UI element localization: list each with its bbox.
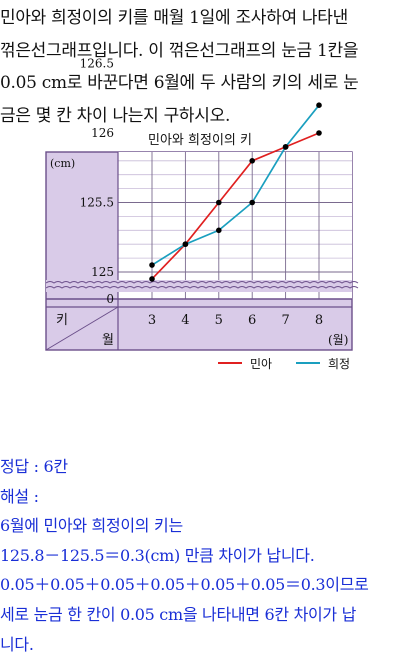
x-tick-label: 3 <box>148 313 156 328</box>
x-tick-label: 5 <box>215 313 223 328</box>
series-line-2 <box>151 104 320 266</box>
data-point-series-2 <box>249 199 255 206</box>
series-line-1 <box>151 132 320 280</box>
answer-line: 정답 : 6칸 <box>0 457 68 476</box>
line-chart: (cm) 126.5 126 125.5 125 0 키월 3 4 5 6 7 8 (월) 민아 희정 <box>45 57 359 371</box>
answer-line: 125.8－125.5＝0.3(cm) 만큼 차이가 납니다. <box>0 545 315 565</box>
y-tick-label: 0 <box>106 292 114 306</box>
question-line: 민아와 희정이의 키를 매월 1일에 조사하여 나타낸 <box>0 8 348 28</box>
y-axis-label: 키 <box>56 313 68 328</box>
legend-label: 민아 <box>250 357 272 371</box>
question-line: 0.05 cm로 바꾼다면 6월에 두 사람의 키의 세로 눈 <box>0 73 359 93</box>
header-diagonal <box>45 306 119 351</box>
x-tick-label: 4 <box>181 313 189 328</box>
zero-region <box>118 292 352 299</box>
answer-line: 0.05＋0.05＋0.05＋0.05＋0.05＋0.05＝0.3이므로 <box>0 575 369 595</box>
question-text: 민아와 희정이의 키를 매월 1일에 조사하여 나타낸 꺾은선그래프입니다. 이… <box>0 2 398 132</box>
data-point-series-2 <box>182 241 189 247</box>
answer-line: 해설 : <box>0 486 39 506</box>
question-line: 금은 몇 칸 차이 나는지 구하시오. <box>0 105 231 126</box>
y-tick-label: 125.5 <box>80 196 114 210</box>
question-line: 꺾은선그래프입니다. 이 꺾은선그래프의 눈금 1칸을 <box>0 40 359 61</box>
y-unit-label: (cm) <box>50 157 75 170</box>
data-point-series-2 <box>149 262 155 268</box>
axis-break-wave <box>45 281 359 284</box>
axis-break-band <box>46 280 352 292</box>
data-point-series-1 <box>216 199 222 206</box>
answer-line: 니다. <box>0 634 34 654</box>
data-point-series-1 <box>149 276 155 282</box>
data-point-series-2 <box>316 102 322 108</box>
x-tick-label: 8 <box>315 313 323 328</box>
data-point-series-2 <box>282 144 289 150</box>
chart-title: 민아와 희정이의 키 <box>148 133 252 148</box>
legend-label: 희정 <box>328 357 350 371</box>
y-tick-label: 125 <box>91 265 114 279</box>
answer-line: 세로 눈금 한 칸이 0.05 cm을 나타내면 6칸 차이가 납 <box>0 604 357 624</box>
data-point-series-2 <box>216 227 222 234</box>
data-point-series-1 <box>249 158 255 164</box>
x-tick-label: 7 <box>281 313 289 328</box>
answer-line: 6월에 민아와 희정이의 키는 <box>0 516 183 536</box>
axis-break-wave <box>45 286 359 289</box>
answer-text: 정답 : 6칸 해설 : 6월에 민아와 희정이의 키는 125.8－125.5… <box>0 452 400 659</box>
y-tick-label: 126 <box>91 126 114 140</box>
x-tick-label: 6 <box>248 313 256 328</box>
x-axis-label: 월 <box>102 333 114 348</box>
data-point-series-1 <box>316 130 322 136</box>
x-unit-label: (월) <box>328 333 348 347</box>
y-tick-label: 126.5 <box>80 57 114 71</box>
